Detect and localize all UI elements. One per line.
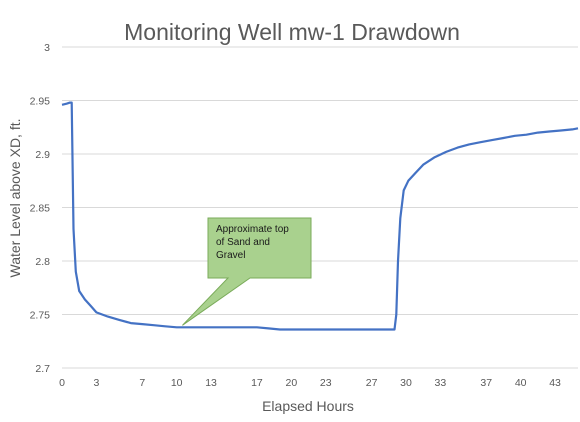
x-tick-label: 20 — [285, 377, 297, 389]
x-tick-label: 30 — [400, 377, 412, 389]
x-tick-label: 40 — [515, 377, 527, 389]
y-tick-labels: 2.7 2.75 2.8 2.85 2.9 2.95 3 — [30, 42, 51, 375]
x-tick-label: 43 — [549, 377, 561, 389]
y-tick-label: 2.8 — [35, 256, 50, 268]
y-tick-label: 2.75 — [30, 310, 51, 322]
chart-title: Monitoring Well mw-1 Drawdown — [124, 19, 460, 45]
x-tick-label: 27 — [366, 377, 378, 389]
y-tick-label: 2.7 — [35, 363, 50, 375]
x-tick-label: 33 — [435, 377, 447, 389]
gridlines — [62, 46, 578, 369]
x-tick-label: 3 — [93, 377, 99, 389]
x-tick-label: 0 — [59, 377, 65, 389]
y-tick-label: 2.95 — [30, 96, 51, 108]
x-tick-label: 10 — [171, 377, 183, 389]
y-tick-label: 3 — [44, 42, 50, 54]
series-layer — [61, 101, 579, 331]
callout-shape — [182, 217, 312, 326]
x-tick-label: 13 — [205, 377, 217, 389]
x-tick-label: 23 — [320, 377, 332, 389]
annotation-callout: Approximate top of Sand and Gravel — [182, 217, 312, 326]
x-tick-label: 17 — [251, 377, 263, 389]
x-axis-label: Elapsed Hours — [262, 398, 354, 414]
series-line — [61, 101, 579, 331]
x-tick-label: 7 — [139, 377, 145, 389]
y-tick-label: 2.9 — [35, 149, 50, 161]
callout-text-line: of Sand and — [216, 237, 270, 248]
y-tick-label: 2.85 — [30, 203, 51, 215]
x-tick-labels: 0 3 7 10 13 17 20 23 27 30 33 37 40 43 — [59, 377, 561, 389]
x-tick-label: 37 — [480, 377, 492, 389]
y-axis-label: Water Level above XD, ft. — [7, 119, 23, 278]
callout-text-line: Approximate top — [216, 224, 289, 235]
callout-text-line: Gravel — [216, 250, 245, 261]
